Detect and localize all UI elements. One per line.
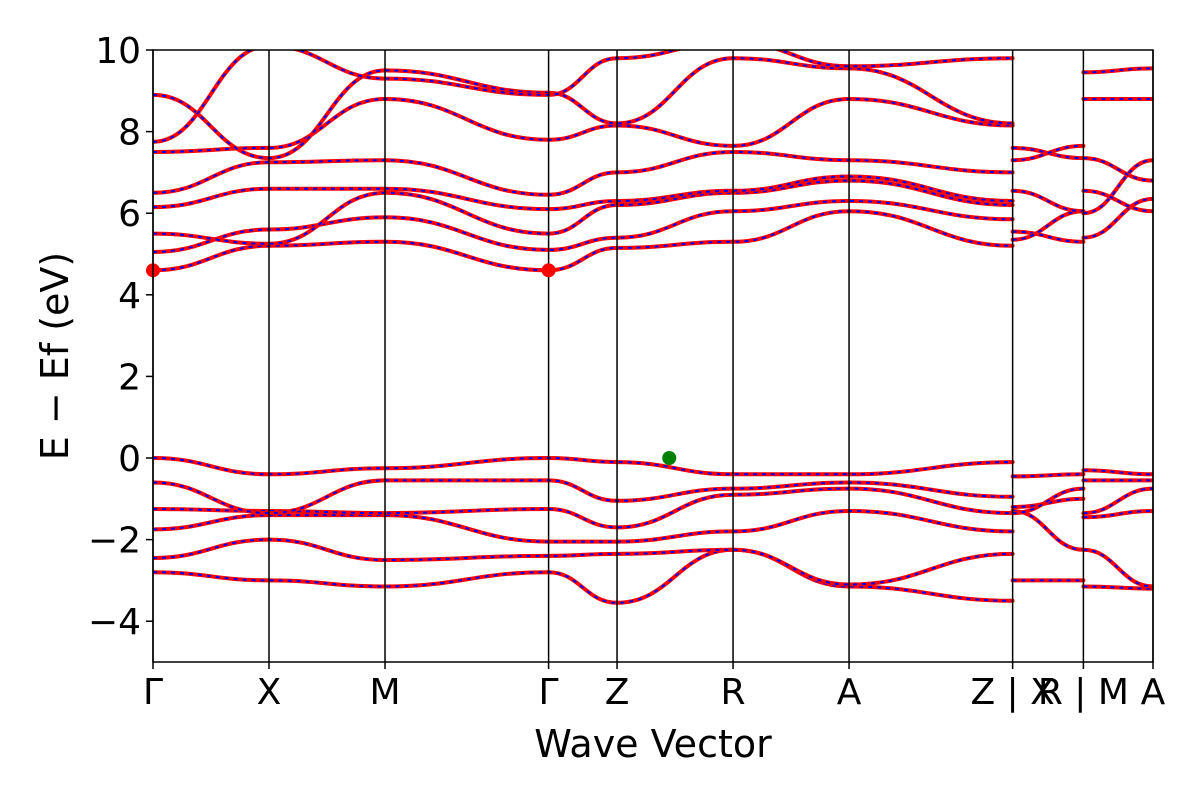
x-tick-label-2: M xyxy=(369,672,400,713)
y-tick-label-0: −4 xyxy=(88,602,141,643)
extremum-markers xyxy=(146,263,677,465)
band-line-seg0-12 xyxy=(153,56,1015,161)
band-line-dashed-seg1-9 xyxy=(1012,144,1084,162)
y-tick-label-7: 10 xyxy=(95,31,141,72)
band-line-dashed-seg0-0 xyxy=(153,548,1013,604)
y-tick-label-2: 0 xyxy=(118,439,141,480)
marker-vbm-2 xyxy=(662,451,677,465)
x-tick-label-4: Z xyxy=(605,672,630,713)
band-line-dashed-seg0-10 xyxy=(153,150,1013,196)
band-line-dashed-seg2-7 xyxy=(1083,159,1153,215)
band-line-dashed-seg2-6 xyxy=(1083,197,1153,239)
band-line-seg2-1 xyxy=(1081,547,1153,589)
band-line-dashed-seg1-7 xyxy=(1012,189,1084,213)
x-axis-title: Wave Vector xyxy=(534,722,772,766)
y-tick-label-6: 8 xyxy=(118,113,141,154)
band-line-dashed-seg0-1 xyxy=(153,538,1013,586)
band-line-dashed-seg0-3 xyxy=(153,487,1013,529)
band-line-seg0-4 xyxy=(153,478,1015,516)
y-axis-title: E − Ef (eV) xyxy=(33,252,77,461)
band-line-dashed-seg1-2 xyxy=(1012,497,1084,508)
y-axis-ticks: −4 −2 0 2 4 6 8 10 xyxy=(88,31,153,643)
y-tick-label-1: −2 xyxy=(88,521,141,562)
x-tick-label-1: X xyxy=(257,672,282,713)
band-line-seg2-2 xyxy=(1081,509,1153,520)
band-line-seg0-2 xyxy=(153,509,1015,544)
band-line-dashed-seg2-1 xyxy=(1083,548,1153,588)
x-tick-label-8: R | M xyxy=(1038,672,1129,713)
band-line-dashed-seg2-9 xyxy=(1083,157,1153,182)
band-line-dashed-seg1-6 xyxy=(1012,210,1084,241)
marker-cbm-1 xyxy=(541,263,556,278)
band-line-seg0-3 xyxy=(153,486,1015,530)
plot-frame xyxy=(152,49,1154,663)
x-tick-label-5: R xyxy=(721,672,746,713)
band-line-dashed-seg2-8 xyxy=(1083,189,1153,213)
band-line-seg2-6 xyxy=(1081,196,1153,240)
y-tick-label-4: 4 xyxy=(118,276,141,317)
high-symmetry-lines xyxy=(152,50,1154,662)
band-line-dashed-seg0-8 xyxy=(153,179,1013,245)
x-tick-label-6: A xyxy=(837,672,862,713)
band-line-dashed-seg0-13 xyxy=(153,50,1013,143)
band-line-seg1-4 xyxy=(1010,472,1086,479)
x-tick-label-9: A xyxy=(1141,672,1166,713)
band-line-dashed-seg1-5 xyxy=(1012,230,1084,243)
band-line-dashed-seg0-7 xyxy=(153,199,1013,253)
band-line-dashed-seg1-8 xyxy=(1012,146,1084,160)
x-axis-ticks: Γ X M Γ Z R A Z | XR | M A xyxy=(143,662,1166,713)
band-line-dashed-seg0-5 xyxy=(153,456,1013,476)
band-line-seg0-0 xyxy=(153,547,1015,605)
band-line-seg1-1 xyxy=(1010,509,1086,552)
band-line-seg2-5 xyxy=(1081,468,1153,477)
x-tick-label-0: Γ xyxy=(143,672,163,713)
band-line-seg2-0 xyxy=(1081,584,1153,591)
x-tick-label-7: Z | X xyxy=(970,672,1054,713)
band-line-dashed-seg1-3 xyxy=(1012,487,1084,515)
x-tick-label-3: Γ xyxy=(539,672,559,713)
band-line-seg0-1 xyxy=(153,537,1015,587)
band-lines xyxy=(153,50,1153,605)
band-line-dashed-seg2-3 xyxy=(1083,487,1153,515)
y-tick-label-5: 6 xyxy=(118,194,141,235)
band-line-seg0-13 xyxy=(153,50,1015,144)
band-line-seg2-11 xyxy=(1081,66,1153,75)
y-tick-label-3: 2 xyxy=(118,357,141,398)
